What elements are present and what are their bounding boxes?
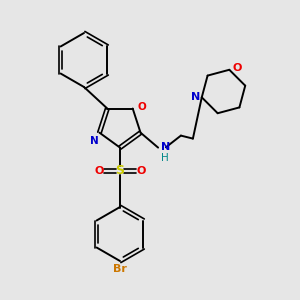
Text: N: N [89, 136, 98, 146]
Text: H: H [161, 153, 169, 163]
Text: S: S [116, 164, 124, 178]
Text: O: O [232, 63, 242, 73]
Text: O: O [136, 166, 146, 176]
Text: N: N [191, 92, 200, 102]
Text: O: O [94, 166, 104, 176]
Text: O: O [137, 102, 146, 112]
Text: N: N [161, 142, 170, 152]
Text: Br: Br [113, 264, 127, 274]
